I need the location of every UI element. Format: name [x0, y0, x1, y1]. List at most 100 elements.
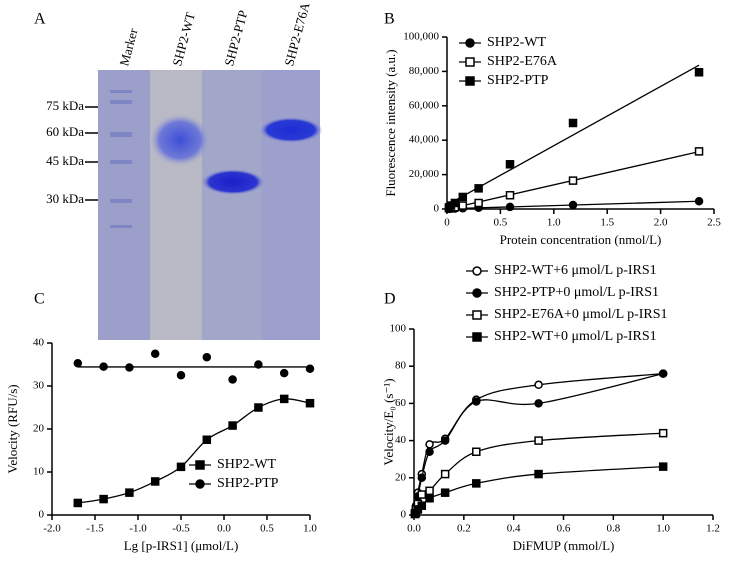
point: [254, 360, 263, 369]
legend-label: SHP2-WT+6 μmol/L p-IRS1: [494, 263, 657, 278]
legend-label: SHP2-WT+0 μmol/L p-IRS1: [494, 329, 657, 344]
y-tick-label: 20: [33, 423, 45, 435]
point: [202, 435, 212, 444]
lane: [98, 70, 150, 340]
point: [694, 197, 704, 206]
point: [505, 190, 515, 200]
y-tick-label: 100,000: [403, 31, 439, 43]
x-tick-label: 0.2: [457, 523, 471, 535]
x-tick-label: 1.0: [656, 523, 670, 535]
point: [425, 486, 434, 496]
x-axis-label: Lg [p-IRS1] (μmol/L): [124, 538, 239, 553]
legend-marker: [465, 38, 475, 48]
y-axis-label: Fluorescence intensity (a.u.): [383, 49, 398, 196]
point: [472, 447, 481, 457]
point: [176, 462, 186, 472]
lane-label: SHP2-WT: [169, 11, 198, 68]
legend-label: SHP2-PTP: [217, 476, 279, 491]
point: [417, 490, 427, 499]
point: [505, 202, 515, 212]
point: [472, 479, 481, 488]
point: [450, 198, 460, 208]
legend-label: SHP2-E76A+0 μmol/L p-IRS1: [494, 307, 668, 322]
point: [505, 160, 515, 169]
lane: [150, 70, 202, 340]
marker-label: 60 kDa: [46, 124, 84, 139]
x-tick-label: -0.5: [172, 523, 190, 535]
point: [458, 192, 468, 202]
legend-marker: [472, 288, 482, 298]
fit-line: [446, 64, 700, 206]
legend-marker: [195, 479, 205, 489]
y-tick-label: 60,000: [409, 99, 440, 111]
point: [534, 436, 543, 445]
y-tick-label: 30: [33, 380, 45, 392]
x-tick-label: 1.5: [600, 217, 614, 229]
point: [279, 394, 289, 404]
y-tick-label: 0: [401, 509, 407, 521]
x-tick-label: 2.5: [707, 217, 721, 229]
point: [150, 349, 160, 358]
legend-marker: [472, 266, 482, 276]
x-tick-label: 0.5: [494, 217, 508, 229]
point: [202, 352, 212, 362]
y-tick-label: 20,000: [409, 168, 440, 180]
y-axis-label: Velocity/E₀ (s⁻¹): [381, 378, 396, 465]
point: [694, 68, 704, 77]
point: [305, 364, 315, 374]
y-tick-label: 40: [395, 434, 407, 446]
legend-label: SHP2-WT: [217, 457, 277, 472]
legend-marker: [472, 332, 482, 342]
gel: [85, 70, 323, 340]
marker-ticks: [85, 106, 98, 201]
fit-curve: [77, 398, 311, 504]
y-tick-label: 0: [39, 509, 45, 521]
point: [440, 469, 450, 479]
point: [534, 380, 543, 390]
y-tick-label: 80: [395, 360, 407, 372]
legend-marker: [195, 460, 205, 470]
x-tick-label: 1.2: [706, 523, 720, 535]
lane-label: SHP2-PTP: [221, 9, 250, 68]
point: [176, 371, 186, 380]
legend-label: SHP2-PTP: [487, 73, 549, 88]
point: [425, 440, 434, 449]
lane: [202, 70, 262, 340]
point: [534, 399, 543, 408]
y-tick-label: 10: [33, 466, 45, 478]
legend-label: SHP2-WT: [487, 35, 547, 50]
marker-label: 45 kDa: [46, 153, 84, 168]
y-tick-label: 0: [434, 203, 440, 215]
point: [99, 362, 108, 371]
y-tick-label: 60: [395, 397, 407, 409]
point: [658, 369, 668, 378]
point: [73, 498, 83, 508]
y-tick-label: 20: [395, 471, 407, 483]
marker-bands: [110, 90, 132, 228]
point: [440, 488, 450, 497]
panel-label: B: [384, 11, 395, 28]
x-tick-label: 0: [444, 217, 450, 229]
x-tick-label: 0.0: [217, 523, 231, 535]
panel-label: A: [34, 11, 46, 28]
point: [125, 488, 134, 497]
point: [73, 358, 83, 368]
lane-label: SHP2-E76A: [281, 0, 312, 67]
y-tick-label: 80,000: [409, 65, 440, 77]
point: [279, 368, 289, 378]
point: [458, 201, 468, 210]
point: [658, 462, 668, 471]
panel-label: C: [34, 291, 45, 308]
x-axis-label: DiFMUP (mmol/L): [513, 538, 615, 553]
legend-marker: [472, 310, 482, 320]
band: [259, 117, 323, 143]
x-tick-label: -2.0: [43, 523, 61, 535]
x-tick-label: 0.6: [557, 523, 571, 535]
point: [534, 469, 543, 479]
point: [150, 477, 160, 486]
marker-label: 75 kDa: [46, 98, 84, 113]
x-tick-label: 0.0: [407, 523, 421, 535]
y-tick-label: 100: [390, 323, 407, 335]
point: [425, 447, 434, 457]
